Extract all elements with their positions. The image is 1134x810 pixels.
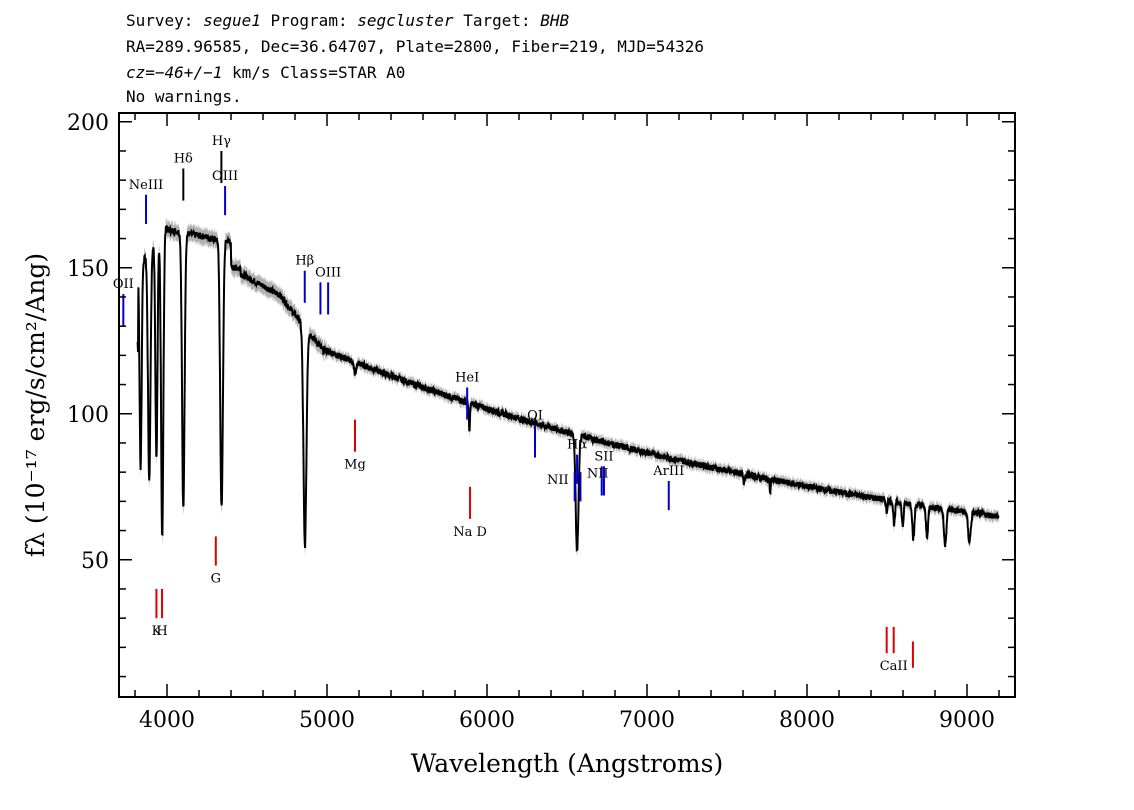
marker-label-5: Hβ: [295, 254, 314, 269]
x-tick-label: 7000: [619, 708, 675, 733]
x-tick-label: 5000: [299, 708, 355, 733]
marker-label-3: Hγ: [212, 134, 231, 149]
y-tick-label: 50: [81, 549, 109, 574]
marker-label-16: K: [152, 624, 162, 639]
header-line-4: No warnings.: [126, 87, 242, 106]
target-value: BHB: [540, 11, 570, 30]
x-tick-label: 4000: [139, 708, 195, 733]
marker-label-0: OII: [113, 277, 134, 292]
marker-label-4: OIII: [212, 169, 238, 184]
marker-label-7: OIII: [315, 265, 341, 280]
marker-label-17: H: [156, 624, 167, 639]
y-tick-label: 200: [67, 111, 109, 136]
marker-label-11: Hα: [567, 438, 587, 453]
marker-label-1: NeIII: [129, 178, 163, 193]
y-tick-label: 100: [67, 403, 109, 428]
marker-label-13: NII: [587, 466, 609, 481]
x-tick-label: 8000: [779, 708, 835, 733]
x-axis-title: Wavelength (Angstroms): [411, 749, 723, 778]
header-line-2: RA=289.96585, Dec=36.64707, Plate=2800, …: [126, 37, 704, 56]
cz-rest: km/s Class=STAR A0: [222, 63, 406, 82]
y-axis-title: fλ (10⁻¹⁷ erg/s/cm²/Ang): [21, 253, 50, 557]
cz-value: −46+/−1: [154, 63, 223, 82]
marker-label-22: CaII: [880, 659, 908, 674]
x-tick-label: 9000: [939, 708, 995, 733]
marker-label-9: OI: [527, 408, 543, 423]
error-band: [137, 217, 999, 557]
target-label: Target:: [463, 11, 531, 30]
spectrum-line: [136, 224, 1000, 552]
marker-label-15: ArIII: [652, 464, 684, 479]
marker-label-18: G: [211, 572, 221, 587]
marker-label-8: HeI: [455, 370, 479, 385]
y-tick-label: 150: [67, 257, 109, 282]
marker-label-14: SII: [594, 449, 613, 464]
plot-frame: [118, 112, 1016, 698]
marker-label-19: Mg: [344, 458, 366, 473]
header-line-3: cz=−46+/−1 km/s Class=STAR A0: [126, 62, 405, 84]
cz-label: cz=: [126, 63, 155, 82]
survey-label: Survey:: [126, 11, 194, 30]
survey-value: segue1: [203, 11, 261, 30]
program-label: Program:: [270, 11, 348, 30]
marker-label-20: Na D: [453, 525, 487, 540]
marker-label-2: Hδ: [174, 151, 193, 166]
header-line-1: Survey: segue1 Program: segcluster Targe…: [126, 10, 569, 32]
marker-label-10: NII: [547, 473, 569, 488]
x-tick-label: 6000: [459, 708, 515, 733]
program-value: segcluster: [357, 11, 454, 30]
